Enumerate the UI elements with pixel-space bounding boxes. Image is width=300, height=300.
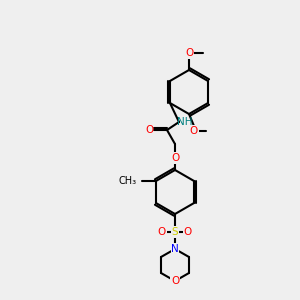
Text: O: O xyxy=(185,48,193,58)
Text: O: O xyxy=(145,125,153,135)
Text: N: N xyxy=(171,244,179,254)
Text: O: O xyxy=(171,153,179,163)
Text: S: S xyxy=(172,227,178,237)
Text: O: O xyxy=(190,126,198,136)
Text: O: O xyxy=(184,227,192,237)
Text: NH: NH xyxy=(177,117,193,127)
Text: O: O xyxy=(158,227,166,237)
Text: O: O xyxy=(171,276,179,286)
Text: CH₃: CH₃ xyxy=(119,176,137,186)
